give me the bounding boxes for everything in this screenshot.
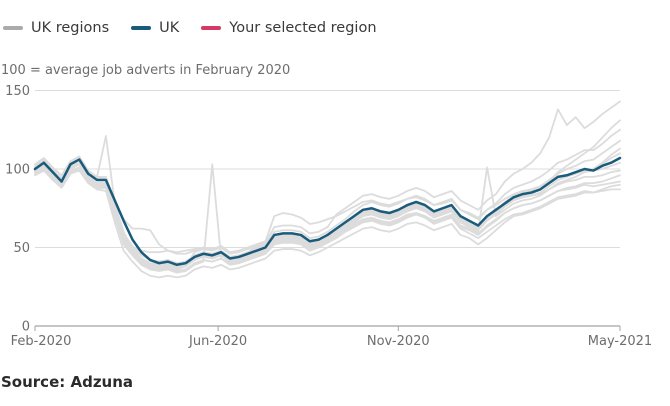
chart-legend: UK regions UK Your selected region xyxy=(3,21,399,36)
x-tick-label-May-2021: May-2021 xyxy=(588,334,652,349)
series-line-region-01 xyxy=(34,100,621,271)
legend-item-uk-regions: UK regions xyxy=(3,21,109,36)
series-line-region-12 xyxy=(34,169,621,279)
y-tick-label-150: 150 xyxy=(5,84,30,99)
y-tick-label-50: 50 xyxy=(13,241,30,256)
legend-label-uk-regions: UK regions xyxy=(31,20,110,36)
series-line-region-05 xyxy=(34,128,621,265)
x-tick-label-Feb-2020: Feb-2020 xyxy=(11,334,72,349)
series-line-region-03 xyxy=(34,163,621,274)
uk-swatch-icon xyxy=(131,26,152,31)
uk-regions-swatch-icon xyxy=(3,26,23,31)
series-line-region-08 xyxy=(34,155,621,255)
legend-label-uk: UK xyxy=(159,20,180,36)
x-tick-label-Nov-2020: Nov-2020 xyxy=(367,334,430,349)
x-tick-label-Jun-2020: Jun-2020 xyxy=(188,334,247,349)
source-note: Source: Adzuna xyxy=(1,373,134,391)
legend-item-selected-region: Your selected region xyxy=(201,20,377,36)
selected-region-swatch-icon xyxy=(201,26,222,31)
series-line-region-06 xyxy=(34,139,621,268)
series-line-UK xyxy=(33,156,622,267)
chart-subtitle: 100 = average job adverts in February 20… xyxy=(1,63,291,78)
series-line-region-04 xyxy=(34,152,621,272)
y-tick-label-0: 0 xyxy=(22,320,30,335)
legend-label-selected-region: Your selected region xyxy=(229,20,377,36)
legend-item-uk: UK xyxy=(131,21,179,36)
series-line-region-11 xyxy=(34,168,621,272)
y-tick-label-100: 100 xyxy=(5,163,30,178)
